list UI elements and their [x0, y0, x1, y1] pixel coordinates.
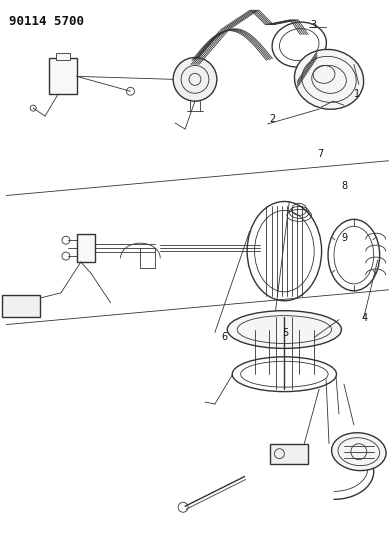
Text: 1: 1 — [354, 89, 360, 99]
Text: 6: 6 — [222, 333, 228, 343]
Circle shape — [173, 58, 217, 101]
Text: 2: 2 — [269, 114, 276, 124]
Text: 3: 3 — [310, 20, 316, 30]
FancyBboxPatch shape — [2, 295, 40, 317]
Text: 4: 4 — [362, 313, 368, 322]
FancyBboxPatch shape — [77, 234, 95, 262]
Text: 90114 5700: 90114 5700 — [9, 15, 84, 28]
Ellipse shape — [227, 311, 342, 349]
Ellipse shape — [294, 50, 363, 109]
Text: 7: 7 — [317, 149, 323, 159]
Text: 8: 8 — [341, 181, 347, 191]
FancyBboxPatch shape — [49, 59, 77, 94]
Ellipse shape — [332, 433, 386, 471]
Text: 9: 9 — [341, 233, 347, 243]
FancyBboxPatch shape — [56, 53, 70, 60]
FancyBboxPatch shape — [270, 444, 308, 464]
Text: 5: 5 — [282, 327, 289, 337]
